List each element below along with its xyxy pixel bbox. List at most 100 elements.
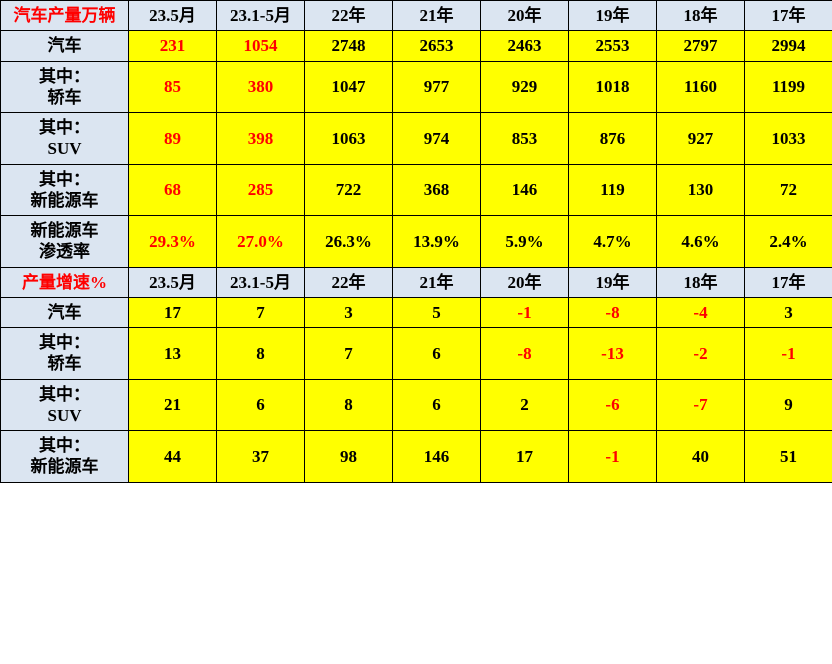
data-cell: 3 (745, 297, 832, 327)
header-title: 汽车产量万辆 (1, 1, 129, 31)
data-cell: 2748 (305, 31, 393, 61)
data-cell: -7 (657, 379, 745, 431)
data-cell: 9 (745, 379, 832, 431)
data-cell: 231 (129, 31, 217, 61)
header-col: 23.1-5月 (217, 267, 305, 297)
data-cell: 51 (745, 431, 832, 483)
row-label: 其中：轿车 (1, 328, 129, 380)
data-cell: 2653 (393, 31, 481, 61)
header-col: 19年 (569, 267, 657, 297)
data-cell: 119 (569, 164, 657, 216)
data-cell: 5 (393, 297, 481, 327)
header-col: 20年 (481, 1, 569, 31)
data-cell: 7 (305, 328, 393, 380)
header-title: 产量增速% (1, 267, 129, 297)
row-label: 汽车 (1, 31, 129, 61)
data-cell: 1063 (305, 113, 393, 165)
data-cell: 4.7% (569, 216, 657, 268)
data-cell: 722 (305, 164, 393, 216)
data-cell: 7 (217, 297, 305, 327)
data-cell: 98 (305, 431, 393, 483)
data-cell: 72 (745, 164, 832, 216)
row-label: 其中：新能源车 (1, 431, 129, 483)
data-cell: 285 (217, 164, 305, 216)
data-cell: 6 (217, 379, 305, 431)
data-cell: 37 (217, 431, 305, 483)
row-label: 其中：轿车 (1, 61, 129, 113)
data-cell: 380 (217, 61, 305, 113)
data-cell: 1033 (745, 113, 832, 165)
header-row: 汽车产量万辆23.5月23.1-5月22年21年20年19年18年17年 (1, 1, 832, 31)
data-cell: 876 (569, 113, 657, 165)
row-label: 其中：新能源车 (1, 164, 129, 216)
data-cell: -4 (657, 297, 745, 327)
table-row: 其中：SUV216862-6-79 (1, 379, 832, 431)
data-cell: 2994 (745, 31, 832, 61)
data-cell: 853 (481, 113, 569, 165)
data-cell: 27.0% (217, 216, 305, 268)
header-col: 21年 (393, 267, 481, 297)
data-cell: -1 (481, 297, 569, 327)
data-cell: 68 (129, 164, 217, 216)
data-cell: 2 (481, 379, 569, 431)
header-col: 22年 (305, 1, 393, 31)
data-cell: 2463 (481, 31, 569, 61)
header-row: 产量增速%23.5月23.1-5月22年21年20年19年18年17年 (1, 267, 832, 297)
data-cell: 130 (657, 164, 745, 216)
data-cell: 8 (305, 379, 393, 431)
data-cell: 1199 (745, 61, 832, 113)
data-cell: 29.3% (129, 216, 217, 268)
data-cell: 44 (129, 431, 217, 483)
data-cell: 1018 (569, 61, 657, 113)
data-cell: 146 (393, 431, 481, 483)
data-cell: -1 (569, 431, 657, 483)
data-cell: 40 (657, 431, 745, 483)
data-cell: -13 (569, 328, 657, 380)
data-cell: 6 (393, 379, 481, 431)
data-cell: 13 (129, 328, 217, 380)
data-cell: 13.9% (393, 216, 481, 268)
header-col: 20年 (481, 267, 569, 297)
data-cell: 974 (393, 113, 481, 165)
data-cell: 146 (481, 164, 569, 216)
data-cell: -8 (481, 328, 569, 380)
data-cell: 1047 (305, 61, 393, 113)
header-col: 17年 (745, 1, 832, 31)
data-cell: 977 (393, 61, 481, 113)
data-cell: 1054 (217, 31, 305, 61)
header-col: 23.1-5月 (217, 1, 305, 31)
header-col: 23.5月 (129, 267, 217, 297)
data-cell: -6 (569, 379, 657, 431)
data-cell: -1 (745, 328, 832, 380)
header-col: 22年 (305, 267, 393, 297)
auto-production-table: 汽车产量万辆23.5月23.1-5月22年21年20年19年18年17年汽车23… (0, 0, 832, 483)
table-row: 其中：SUV8939810639748538769271033 (1, 113, 832, 165)
table-row: 汽车17735-1-8-43 (1, 297, 832, 327)
data-cell: 368 (393, 164, 481, 216)
row-label: 其中：SUV (1, 113, 129, 165)
data-cell: 21 (129, 379, 217, 431)
data-cell: 3 (305, 297, 393, 327)
table-row: 其中：新能源车44379814617-14051 (1, 431, 832, 483)
header-col: 18年 (657, 1, 745, 31)
data-cell: 2.4% (745, 216, 832, 268)
data-cell: -2 (657, 328, 745, 380)
data-cell: 2797 (657, 31, 745, 61)
header-col: 23.5月 (129, 1, 217, 31)
table-row: 其中：轿车13876-8-13-2-1 (1, 328, 832, 380)
data-cell: 398 (217, 113, 305, 165)
row-label: 汽车 (1, 297, 129, 327)
data-cell: 6 (393, 328, 481, 380)
data-cell: 26.3% (305, 216, 393, 268)
data-cell: 1160 (657, 61, 745, 113)
data-cell: 89 (129, 113, 217, 165)
data-cell: 4.6% (657, 216, 745, 268)
header-col: 21年 (393, 1, 481, 31)
data-cell: 927 (657, 113, 745, 165)
row-label: 新能源车渗透率 (1, 216, 129, 268)
data-cell: 85 (129, 61, 217, 113)
row-label: 其中：SUV (1, 379, 129, 431)
data-cell: 17 (481, 431, 569, 483)
table-row: 汽车2311054274826532463255327972994 (1, 31, 832, 61)
header-col: 17年 (745, 267, 832, 297)
